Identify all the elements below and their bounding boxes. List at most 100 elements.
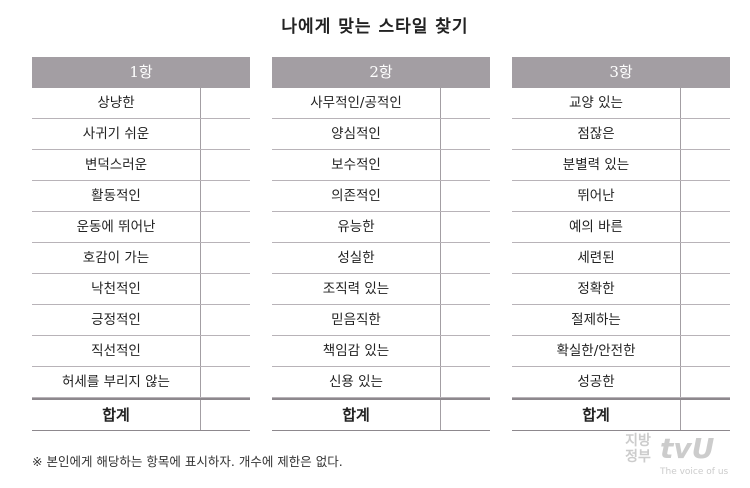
table-row: 변덕스러운: [32, 150, 250, 181]
check-cell[interactable]: [201, 119, 250, 149]
item-label: 보수적인: [272, 150, 441, 180]
table-row: 책임감 있는: [272, 336, 490, 367]
table-row: 점잖은: [512, 119, 730, 150]
item-label: 허세를 부리지 않는: [32, 367, 201, 397]
table-row: 성공한: [512, 367, 730, 398]
check-cell[interactable]: [441, 88, 490, 118]
table-row: 호감이 가는: [32, 243, 250, 274]
check-cell[interactable]: [201, 181, 250, 211]
item-label: 세련된: [512, 243, 681, 273]
item-label: 뛰어난: [512, 181, 681, 211]
check-cell[interactable]: [441, 274, 490, 304]
item-label: 상냥한: [32, 88, 201, 118]
check-cell[interactable]: [441, 181, 490, 211]
check-cell[interactable]: [201, 274, 250, 304]
check-cell[interactable]: [681, 305, 730, 335]
table-row: 보수적인: [272, 150, 490, 181]
total-cell[interactable]: [441, 400, 490, 430]
item-label: 성실한: [272, 243, 441, 273]
column-header: 2항: [272, 57, 490, 88]
total-cell[interactable]: [681, 400, 730, 430]
check-cell[interactable]: [681, 243, 730, 273]
column-header: 1항: [32, 57, 250, 88]
footnote: ※ 본인에게 해당하는 항목에 표시하자. 개수에 제한은 없다.: [32, 454, 343, 469]
table-row: 세련된: [512, 243, 730, 274]
check-cell[interactable]: [681, 119, 730, 149]
check-cell[interactable]: [441, 212, 490, 242]
total-row: 합계: [512, 398, 730, 431]
check-cell[interactable]: [441, 367, 490, 397]
item-label: 믿음직한: [272, 305, 441, 335]
table-row: 절제하는: [512, 305, 730, 336]
total-label: 합계: [32, 400, 201, 430]
table-row: 활동적인: [32, 181, 250, 212]
item-label: 절제하는: [512, 305, 681, 335]
check-cell[interactable]: [441, 243, 490, 273]
checklist-table-3: 3항 교양 있는 점잖은 분별력 있는 뛰어난 예의 바른 세련된 정확한 절제하는 확실한/안전…: [512, 57, 730, 431]
item-label: 신용 있는: [272, 367, 441, 397]
check-cell[interactable]: [201, 150, 250, 180]
check-cell[interactable]: [681, 181, 730, 211]
check-cell[interactable]: [441, 119, 490, 149]
total-cell[interactable]: [201, 400, 250, 430]
total-row: 합계: [272, 398, 490, 431]
table-row: 성실한: [272, 243, 490, 274]
table-row: 조직력 있는: [272, 274, 490, 305]
table-row: 신용 있는: [272, 367, 490, 398]
table-row: 분별력 있는: [512, 150, 730, 181]
check-cell[interactable]: [681, 367, 730, 397]
table-row: 예의 바른: [512, 212, 730, 243]
item-label: 확실한/안전한: [512, 336, 681, 366]
item-label: 점잖은: [512, 119, 681, 149]
check-cell[interactable]: [201, 336, 250, 366]
check-cell[interactable]: [201, 243, 250, 273]
check-cell[interactable]: [441, 305, 490, 335]
check-cell[interactable]: [681, 212, 730, 242]
total-row: 합계: [32, 398, 250, 431]
table-row: 믿음직한: [272, 305, 490, 336]
item-label: 사귀기 쉬운: [32, 119, 201, 149]
table-row: 허세를 부리지 않는: [32, 367, 250, 398]
check-cell[interactable]: [201, 212, 250, 242]
check-cell[interactable]: [681, 274, 730, 304]
checklist-table-1: 1항 상냥한 사귀기 쉬운 변덕스러운 활동적인 운동에 뛰어난 호감이 가는 낙천적인 긍정적…: [32, 57, 250, 431]
table-row: 뛰어난: [512, 181, 730, 212]
item-label: 직선적인: [32, 336, 201, 366]
table-row: 양심적인: [272, 119, 490, 150]
checklist-table-2: 2항 사무적인/공적인 양심적인 보수적인 의존적인 유능한 성실한 조직력 있는 믿음직한 책임…: [272, 57, 490, 431]
item-label: 긍정적인: [32, 305, 201, 335]
item-label: 사무적인/공적인: [272, 88, 441, 118]
total-label: 합계: [272, 400, 441, 430]
check-cell[interactable]: [681, 150, 730, 180]
item-label: 양심적인: [272, 119, 441, 149]
column-header: 3항: [512, 57, 730, 88]
check-cell[interactable]: [441, 150, 490, 180]
table-row: 운동에 뛰어난: [32, 212, 250, 243]
item-label: 분별력 있는: [512, 150, 681, 180]
table-row: 확실한/안전한: [512, 336, 730, 367]
check-cell[interactable]: [681, 336, 730, 366]
check-cell[interactable]: [201, 88, 250, 118]
item-label: 성공한: [512, 367, 681, 397]
table-row: 정확한: [512, 274, 730, 305]
check-cell[interactable]: [681, 88, 730, 118]
item-label: 정확한: [512, 274, 681, 304]
item-label: 유능한: [272, 212, 441, 242]
item-label: 변덕스러운: [32, 150, 201, 180]
page-title: 나에게 맞는 스타일 찾기: [281, 17, 469, 37]
total-label: 합계: [512, 400, 681, 430]
table-row: 의존적인: [272, 181, 490, 212]
check-cell[interactable]: [201, 367, 250, 397]
check-cell[interactable]: [201, 305, 250, 335]
table-row: 상냥한: [32, 88, 250, 119]
check-cell[interactable]: [441, 336, 490, 366]
table-row: 긍정적인: [32, 305, 250, 336]
table-row: 낙천적인: [32, 274, 250, 305]
watermark-logo: 지방 정부 tvU The voice of us: [622, 432, 728, 478]
table-row: 유능한: [272, 212, 490, 243]
item-label: 호감이 가는: [32, 243, 201, 273]
table-row: 교양 있는: [512, 88, 730, 119]
item-label: 예의 바른: [512, 212, 681, 242]
item-label: 활동적인: [32, 181, 201, 211]
watermark-korean: 지방 정부: [625, 433, 651, 465]
